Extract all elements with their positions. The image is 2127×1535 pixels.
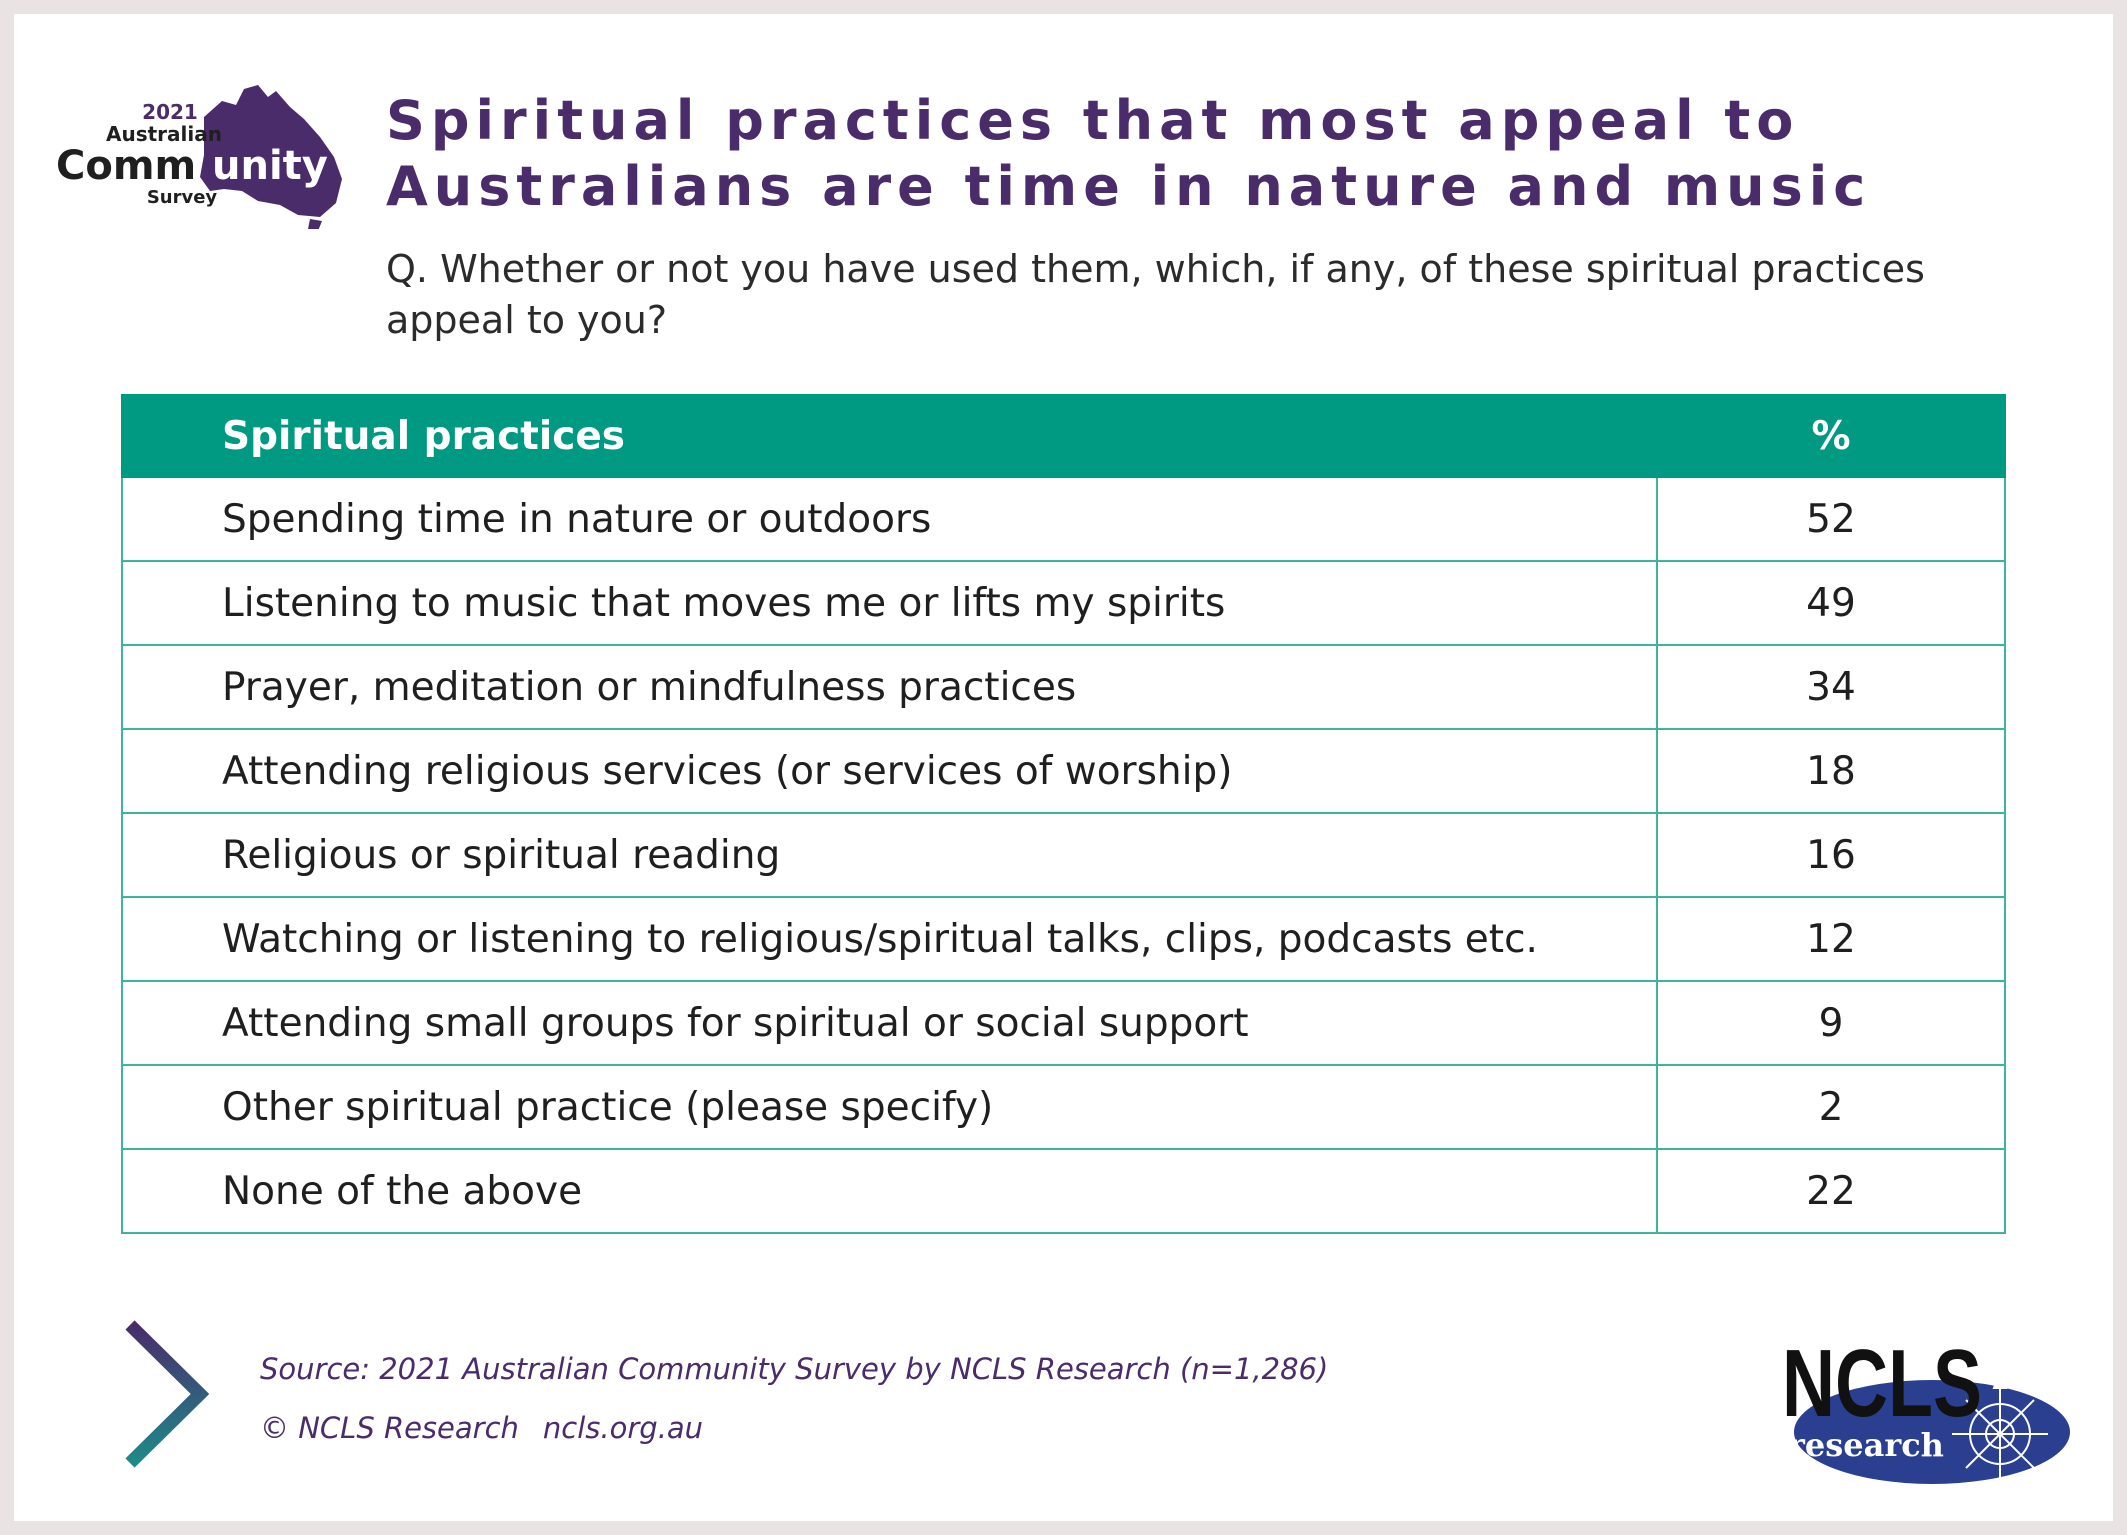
practice-percent: 22 xyxy=(1656,1148,2006,1234)
table-row: Watching or listening to religious/spiri… xyxy=(121,896,2006,982)
chevron-right-icon xyxy=(125,1320,210,1468)
table-row: Other spiritual practice (please specify… xyxy=(121,1064,2006,1150)
practice-percent: 49 xyxy=(1656,560,2006,646)
compass-icon xyxy=(1952,1369,2048,1482)
logo-line2b: unity xyxy=(212,143,328,189)
ncls-research-logo: NCLS research xyxy=(1782,1330,2070,1484)
practice-label: Other spiritual practice (please specify… xyxy=(121,1064,1658,1150)
practice-label: Spending time in nature or outdoors xyxy=(121,476,1658,562)
table-row: Listening to music that moves me or lift… xyxy=(121,560,2006,646)
practice-label: None of the above xyxy=(121,1148,1658,1234)
table-row: Spending time in nature or outdoors 52 xyxy=(121,476,2006,562)
page-title: Spiritual practices that most appeal to … xyxy=(386,89,1872,218)
practice-label: Listening to music that moves me or lift… xyxy=(121,560,1658,646)
logo-line1: Australian xyxy=(106,122,222,146)
practice-percent: 9 xyxy=(1656,980,2006,1066)
practice-label: Attending small groups for spiritual or … xyxy=(121,980,1658,1066)
table-row: None of the above 22 xyxy=(121,1148,2006,1234)
logo-line2a: Comm xyxy=(56,143,196,189)
practice-label: Attending religious services (or service… xyxy=(121,728,1658,814)
survey-question: Q. Whether or not you have used them, wh… xyxy=(386,247,1925,342)
table-row: Attending religious services (or service… xyxy=(121,728,2006,814)
practice-percent: 52 xyxy=(1656,476,2006,562)
practice-percent: 2 xyxy=(1656,1064,2006,1150)
logo-year: 2021 xyxy=(142,100,198,124)
copyright-line: © NCLS Research ncls.org.au xyxy=(260,1411,703,1445)
practice-percent: 18 xyxy=(1656,728,2006,814)
table-row: Prayer, meditation or mindfulness practi… xyxy=(121,644,2006,730)
ncls-logo-sub: research xyxy=(1788,1426,1944,1464)
table-header-row: Spiritual practices % xyxy=(121,394,2006,478)
table-row: Religious or spiritual reading 16 xyxy=(121,812,2006,898)
practice-label: Religious or spiritual reading xyxy=(121,812,1658,898)
column-header-practice: Spiritual practices xyxy=(121,394,1658,478)
card: 2021 Australian Comm unity Survey Spirit… xyxy=(14,14,2113,1521)
acs-logo: 2021 Australian Comm unity Survey xyxy=(56,85,342,229)
copyright-text: © NCLS Research xyxy=(260,1411,519,1445)
table-body: Spending time in nature or outdoors 52 Lis… xyxy=(121,476,2006,1234)
practice-percent: 16 xyxy=(1656,812,2006,898)
column-header-percent: % xyxy=(1656,394,2006,478)
practice-label: Prayer, meditation or mindfulness practi… xyxy=(121,644,1658,730)
table-row: Attending small groups for spiritual or … xyxy=(121,980,2006,1066)
website-link[interactable]: ncls.org.au xyxy=(542,1411,704,1445)
ncls-logo-main: NCLS xyxy=(1782,1330,1982,1437)
source-note: Source: 2021 Australian Community Survey… xyxy=(260,1352,1329,1386)
logo-line3: Survey xyxy=(147,187,218,208)
practice-percent: 12 xyxy=(1656,896,2006,982)
practice-label: Watching or listening to religious/spiri… xyxy=(121,896,1658,982)
australia-map-icon xyxy=(200,85,342,229)
practice-percent: 34 xyxy=(1656,644,2006,730)
practices-table: Spiritual practices % Spending time in n… xyxy=(121,394,2006,1234)
